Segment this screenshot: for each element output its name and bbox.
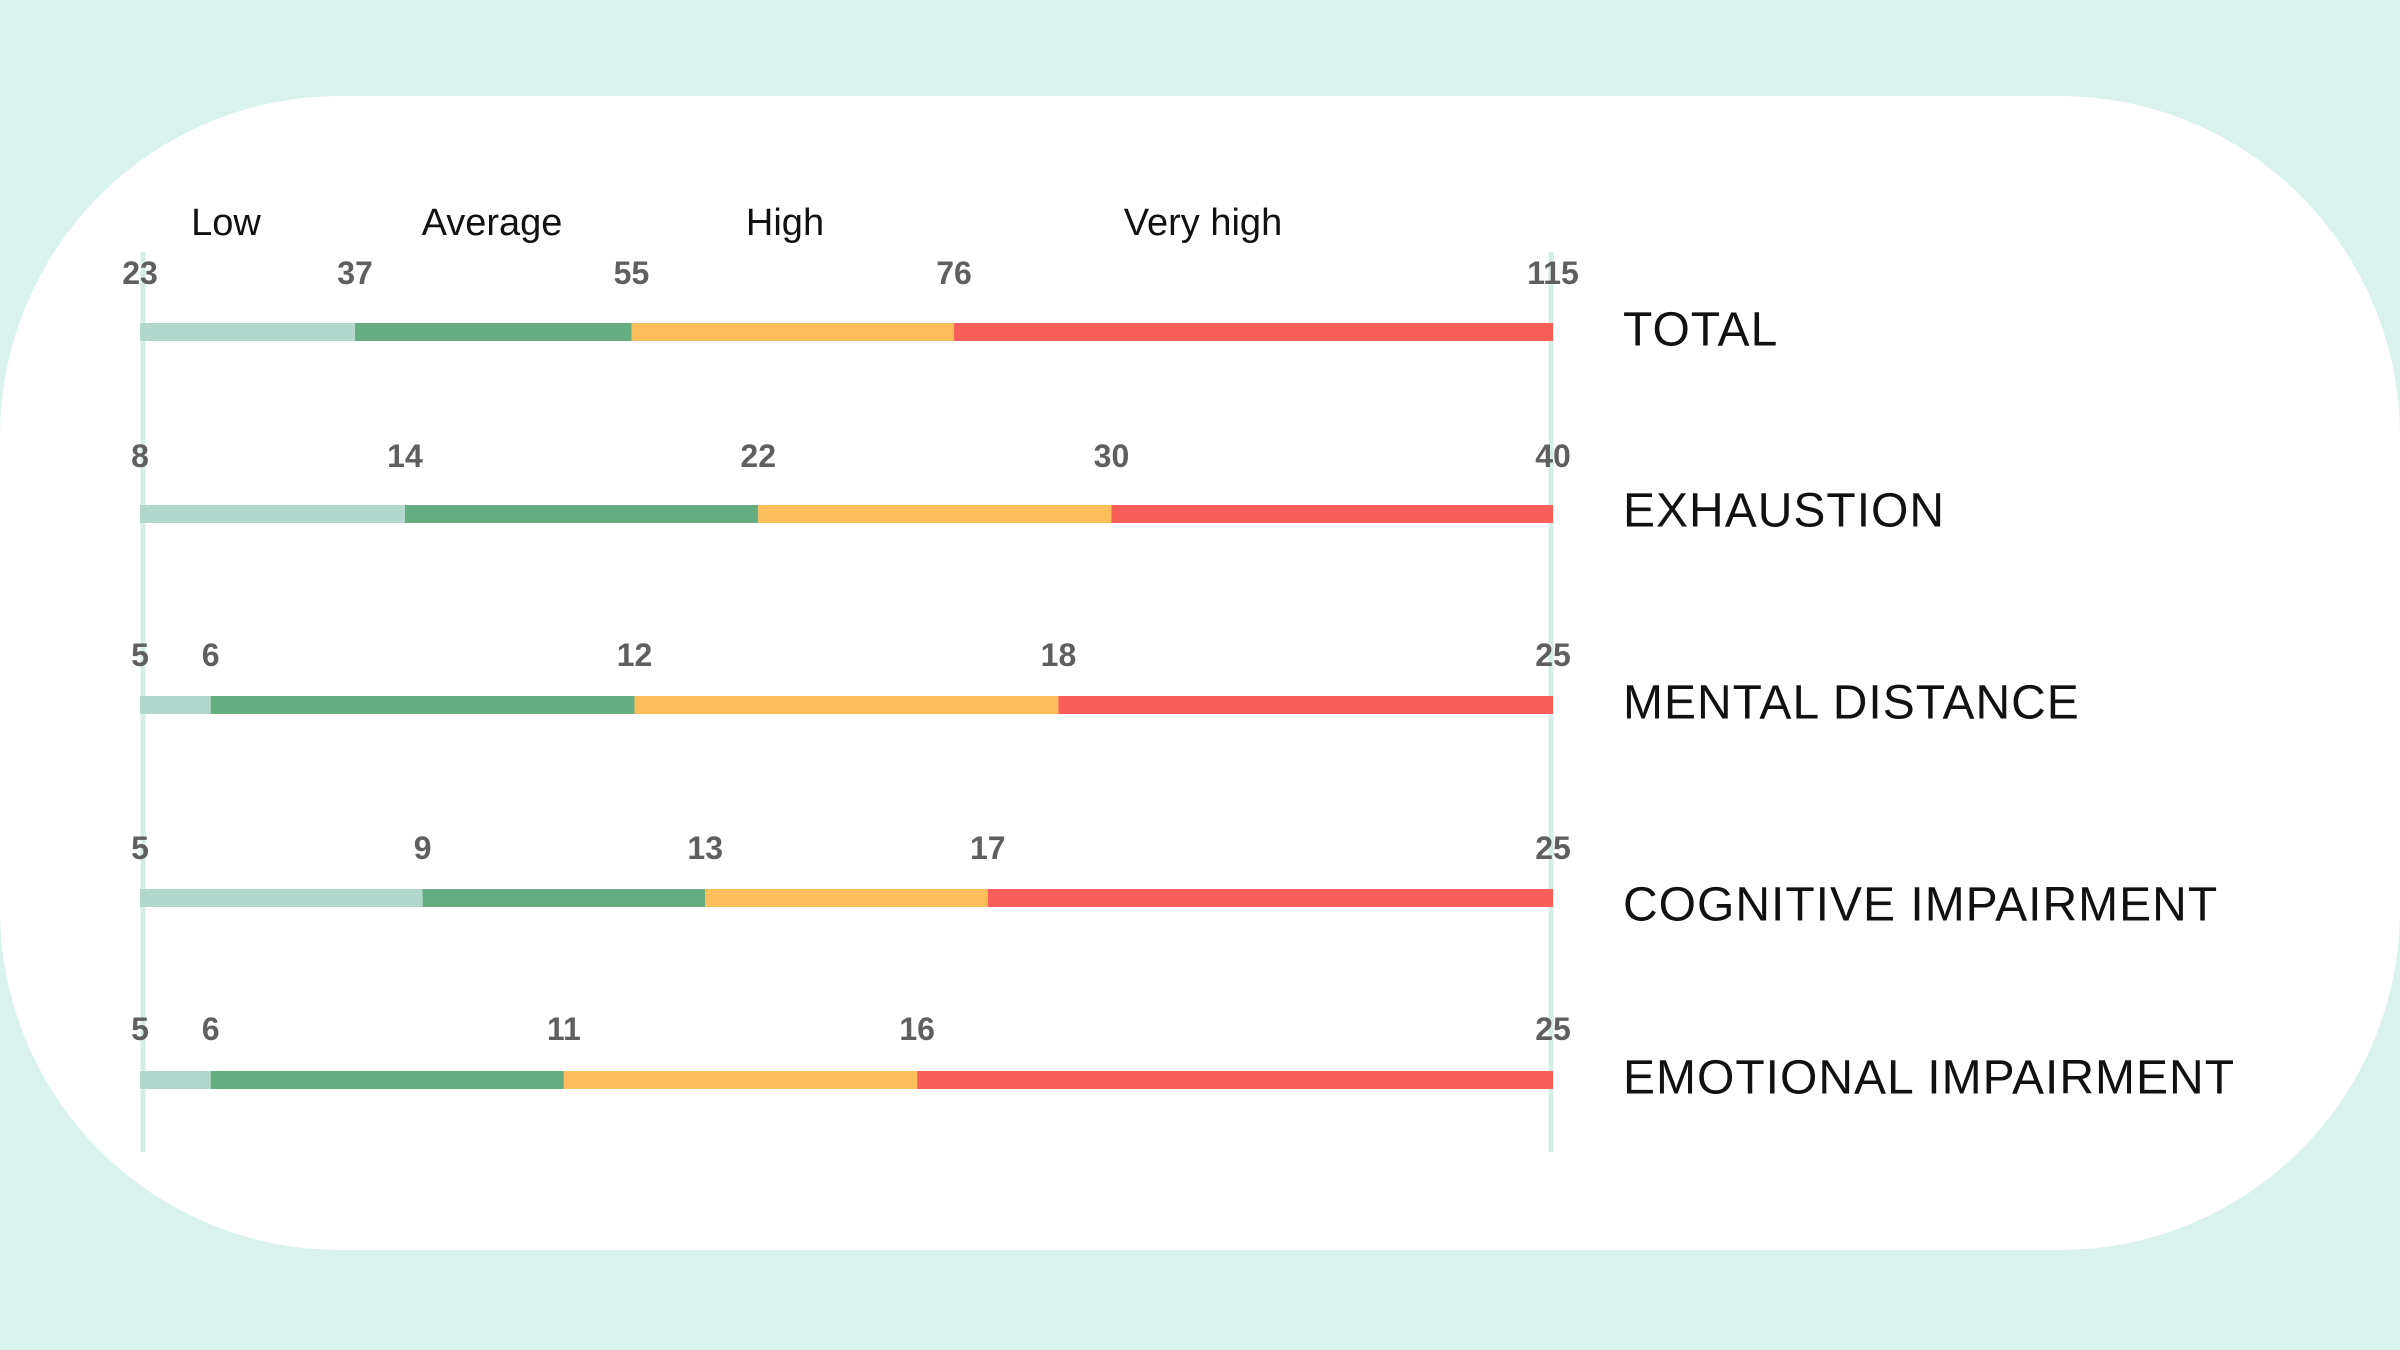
- tick-label-total-1: 37: [337, 255, 373, 291]
- bar-segment-cognitive-impairment-high: [705, 889, 988, 907]
- tick-label-emotional-impairment-0: 5: [131, 1011, 149, 1047]
- tick-label-total-2: 55: [614, 255, 650, 291]
- tick-label-mental-distance-3: 18: [1041, 637, 1077, 673]
- band-label-very-high: Very high: [1124, 202, 1282, 244]
- tick-label-cognitive-impairment-3: 17: [970, 830, 1006, 866]
- row-label-emotional-impairment: EMOTIONAL IMPAIRMENT: [1623, 1052, 2235, 1105]
- tick-label-exhaustion-3: 30: [1094, 438, 1130, 474]
- bar-segment-exhaustion-average: [404, 505, 759, 523]
- tick-label-mental-distance-2: 12: [617, 637, 653, 673]
- bar-segment-exhaustion-low: [140, 505, 405, 523]
- band-label-average: Average: [422, 202, 563, 244]
- bar-segment-mental-distance-high: [634, 696, 1059, 714]
- tick-label-emotional-impairment-4: 25: [1535, 1011, 1571, 1047]
- bar-segment-mental-distance-low: [140, 696, 211, 714]
- bar-segment-emotional-impairment-very-high: [917, 1071, 1553, 1089]
- tick-label-mental-distance-1: 6: [202, 637, 220, 673]
- bar-segment-mental-distance-very-high: [1058, 696, 1553, 714]
- tick-label-mental-distance-4: 25: [1535, 637, 1571, 673]
- tick-label-mental-distance-0: 5: [131, 637, 149, 673]
- band-label-low: Low: [191, 202, 261, 244]
- tick-label-exhaustion-2: 22: [740, 438, 776, 474]
- tick-label-cognitive-impairment-4: 25: [1535, 830, 1571, 866]
- tick-label-total-0: 23: [122, 255, 158, 291]
- bar-segment-total-average: [355, 323, 632, 341]
- tick-label-cognitive-impairment-0: 5: [131, 830, 149, 866]
- tick-label-emotional-impairment-2: 11: [547, 1011, 581, 1047]
- tick-label-emotional-impairment-1: 6: [202, 1011, 220, 1047]
- chart-card: [0, 96, 2400, 1250]
- tick-label-exhaustion-0: 8: [131, 438, 149, 474]
- tick-label-exhaustion-4: 40: [1535, 438, 1571, 474]
- band-label-high: High: [746, 202, 824, 244]
- tick-label-exhaustion-1: 14: [387, 438, 423, 474]
- row-label-cognitive-impairment: COGNITIVE IMPAIRMENT: [1623, 879, 2218, 932]
- bar-segment-emotional-impairment-high: [563, 1071, 918, 1089]
- bar-segment-cognitive-impairment-average: [422, 889, 706, 907]
- bar-segment-emotional-impairment-low: [140, 1071, 211, 1089]
- bar-segment-exhaustion-high: [758, 505, 1112, 523]
- tick-label-cognitive-impairment-1: 9: [414, 830, 432, 866]
- tick-label-cognitive-impairment-2: 13: [687, 830, 723, 866]
- bar-segment-emotional-impairment-average: [210, 1071, 564, 1089]
- row-label-total: TOTAL: [1623, 304, 1778, 357]
- row-label-mental-distance: MENTAL DISTANCE: [1623, 677, 2080, 730]
- tick-label-emotional-impairment-3: 16: [899, 1011, 935, 1047]
- bar-segment-total-very-high: [954, 323, 1553, 341]
- bar-segment-mental-distance-average: [210, 696, 635, 714]
- tick-label-total-4: 115: [1527, 255, 1579, 291]
- bar-segment-cognitive-impairment-low: [140, 889, 423, 907]
- bar-segment-exhaustion-very-high: [1111, 505, 1553, 523]
- row-label-exhaustion: EXHAUSTION: [1623, 485, 1945, 538]
- tick-label-total-3: 76: [936, 255, 972, 291]
- bar-segment-cognitive-impairment-very-high: [987, 889, 1553, 907]
- bar-segment-total-high: [631, 323, 955, 341]
- bar-segment-total-low: [140, 323, 356, 341]
